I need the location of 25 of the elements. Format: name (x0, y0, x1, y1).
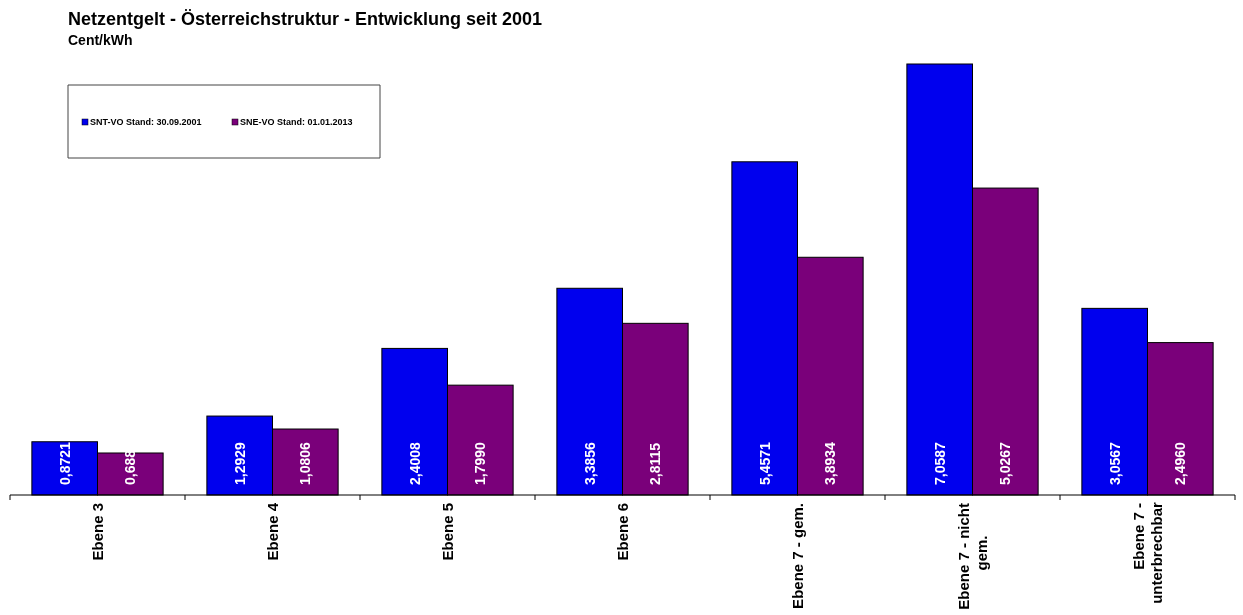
x-tick-label: Ebene 7 - nicht gem. (954, 503, 990, 610)
legend-label: SNE-VO Stand: 01.01.2013 (240, 117, 353, 127)
data-label: 1,7990 (472, 441, 489, 485)
x-tick-label: Ebene 3 (88, 503, 106, 561)
data-label: 5,0267 (997, 441, 1014, 485)
x-tick-label: Ebene 5 (438, 503, 456, 561)
data-label: 7,0587 (931, 441, 948, 485)
data-label: 2,4960 (1172, 441, 1189, 485)
data-label: 1,0806 (297, 441, 314, 485)
data-label: 3,3856 (581, 441, 598, 485)
x-tick-label: Ebene 6 (613, 503, 631, 561)
data-label: 2,4008 (406, 441, 423, 485)
x-tick-label: Ebene 7 - gem. (788, 503, 806, 609)
data-label: 5,4571 (756, 441, 773, 485)
chart-subtitle: Cent/kWh (68, 32, 133, 48)
data-label: 0,688 (122, 449, 139, 485)
data-label: 2,8115 (647, 442, 664, 485)
chart-title: Netzentgelt - Österreichstruktur - Entwicklung seit 2001 (68, 9, 543, 29)
x-tick-label: Ebene 4 (263, 502, 281, 561)
data-label: 3,8934 (822, 441, 839, 485)
x-tick-label: Ebene 7 - unterbrechbar (1129, 502, 1165, 604)
data-label: 1,2929 (231, 441, 248, 485)
data-label: 3,0567 (1106, 441, 1123, 485)
data-label: 0,8721 (56, 441, 73, 485)
legend-label: SNT-VO Stand: 30.09.2001 (90, 117, 202, 127)
